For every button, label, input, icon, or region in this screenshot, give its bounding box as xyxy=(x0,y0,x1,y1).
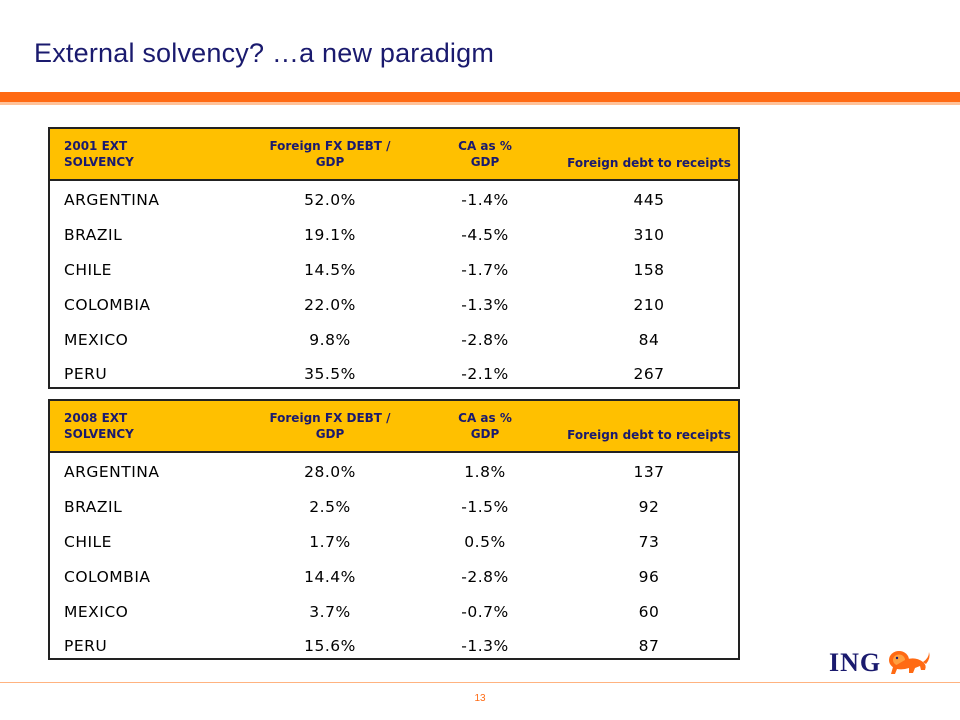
debt-receipts-cell: 96 xyxy=(638,567,660,586)
header-line: Foreign FX DEBT / xyxy=(269,411,391,425)
header-line: Foreign debt to receipts xyxy=(567,428,731,442)
table-row: BRAZIL 2.5% -1.5% 92 xyxy=(50,490,738,525)
header-cell-year: 2008 EXT SOLVENCY xyxy=(50,401,250,451)
header-line: Foreign debt to receipts xyxy=(567,156,731,170)
table-row: MEXICO 3.7% -0.7% 60 xyxy=(50,594,738,629)
header-cell-debt-receipts: Foreign debt to receipts xyxy=(560,401,738,451)
table-body: ARGENTINA 52.0% -1.4% 445 BRAZIL 19.1% -… xyxy=(50,181,738,392)
debt-receipts-cell: 137 xyxy=(633,463,665,482)
footer-rule xyxy=(0,682,960,683)
fx-debt-cell: 52.0% xyxy=(304,191,356,210)
country-cell: MEXICO xyxy=(64,330,129,349)
debt-receipts-cell: 92 xyxy=(638,498,660,517)
logo-text: ING xyxy=(829,648,882,677)
country-cell: BRAZIL xyxy=(64,226,123,245)
table-header: 2001 EXT SOLVENCY Foreign FX DEBT / GDP … xyxy=(50,129,738,181)
country-cell: PERU xyxy=(64,365,108,384)
header-cell-ca: CA as % GDP xyxy=(410,129,560,179)
table-header: 2008 EXT SOLVENCY Foreign FX DEBT / GDP … xyxy=(50,401,738,453)
debt-receipts-cell: 84 xyxy=(638,330,660,349)
country-cell: CHILE xyxy=(64,260,112,279)
fx-debt-cell: 35.5% xyxy=(304,365,356,384)
fx-debt-cell: 14.5% xyxy=(304,260,356,279)
debt-receipts-cell: 60 xyxy=(638,602,660,621)
header-line: CA as % xyxy=(458,411,512,425)
country-cell: CHILE xyxy=(64,532,112,551)
ca-cell: -2.1% xyxy=(461,365,509,384)
debt-receipts-cell: 73 xyxy=(638,532,660,551)
header-line: SOLVENCY xyxy=(64,155,134,169)
debt-receipts-cell: 87 xyxy=(638,637,660,656)
ca-cell: -1.3% xyxy=(461,637,509,656)
table-row: COLOMBIA 14.4% -2.8% 96 xyxy=(50,559,738,594)
debt-receipts-cell: 445 xyxy=(633,191,665,210)
header-cell-ca: CA as % GDP xyxy=(410,401,560,451)
header-cell-year: 2001 EXT SOLVENCY xyxy=(50,129,250,179)
lion-icon xyxy=(889,651,930,674)
ca-cell: -1.7% xyxy=(461,260,509,279)
ca-cell: -1.5% xyxy=(461,498,509,517)
ing-logo: ING xyxy=(829,646,931,680)
debt-receipts-cell: 267 xyxy=(633,365,665,384)
ca-cell: -1.3% xyxy=(461,295,509,314)
country-cell: BRAZIL xyxy=(64,498,123,517)
country-cell: ARGENTINA xyxy=(64,463,160,482)
ca-cell: -1.4% xyxy=(461,191,509,210)
header-line: 2008 EXT xyxy=(64,411,128,425)
table-row: MEXICO 9.8% -2.8% 84 xyxy=(50,322,738,357)
ca-cell: -2.8% xyxy=(461,567,509,586)
header-line: GDP xyxy=(470,155,500,169)
header-accent-bar-light xyxy=(0,102,960,105)
debt-receipts-cell: 310 xyxy=(633,226,665,245)
table-row: CHILE 1.7% 0.5% 73 xyxy=(50,525,738,560)
fx-debt-cell: 15.6% xyxy=(304,637,356,656)
fx-debt-cell: 3.7% xyxy=(309,602,351,621)
header-line: GDP xyxy=(315,427,345,441)
header-line: Foreign FX DEBT / xyxy=(269,139,391,153)
ca-cell: 0.5% xyxy=(464,532,506,551)
ca-cell: -2.8% xyxy=(461,330,509,349)
country-cell: MEXICO xyxy=(64,602,129,621)
header-cell-fx-debt: Foreign FX DEBT / GDP xyxy=(250,129,410,179)
header-line: GDP xyxy=(315,155,345,169)
header-cell-debt-receipts: Foreign debt to receipts xyxy=(560,129,738,179)
fx-debt-cell: 22.0% xyxy=(304,295,356,314)
table-row: PERU 35.5% -2.1% 267 xyxy=(50,357,738,392)
ca-cell: 1.8% xyxy=(464,463,506,482)
header-line: CA as % xyxy=(458,139,512,153)
header-line: 2001 EXT xyxy=(64,139,128,153)
ca-cell: -0.7% xyxy=(461,602,509,621)
table-row: ARGENTINA 52.0% -1.4% 445 xyxy=(50,183,738,218)
country-cell: PERU xyxy=(64,637,108,656)
table-row: PERU 15.6% -1.3% 87 xyxy=(50,629,738,664)
header-cell-fx-debt: Foreign FX DEBT / GDP xyxy=(250,401,410,451)
country-cell: ARGENTINA xyxy=(64,191,160,210)
fx-debt-cell: 14.4% xyxy=(304,567,356,586)
country-cell: COLOMBIA xyxy=(64,567,151,586)
header-line: GDP xyxy=(470,427,500,441)
table-row: ARGENTINA 28.0% 1.8% 137 xyxy=(50,455,738,490)
fx-debt-cell: 28.0% xyxy=(304,463,356,482)
table-row: CHILE 14.5% -1.7% 158 xyxy=(50,253,738,288)
ca-cell: -4.5% xyxy=(461,226,509,245)
slide-title: External solvency? …a new paradigm xyxy=(34,38,495,68)
header-line: SOLVENCY xyxy=(64,427,134,441)
table-row: BRAZIL 19.1% -4.5% 310 xyxy=(50,218,738,253)
table-body: ARGENTINA 28.0% 1.8% 137 BRAZIL 2.5% -1.… xyxy=(50,453,738,664)
fx-debt-cell: 1.7% xyxy=(309,532,351,551)
fx-debt-cell: 2.5% xyxy=(309,498,351,517)
fx-debt-cell: 9.8% xyxy=(309,330,351,349)
header-accent-bar xyxy=(0,92,960,102)
debt-receipts-cell: 210 xyxy=(633,295,665,314)
country-cell: COLOMBIA xyxy=(64,295,151,314)
debt-receipts-cell: 158 xyxy=(633,260,665,279)
page-number: 13 xyxy=(474,693,486,704)
solvency-table-2008: 2008 EXT SOLVENCY Foreign FX DEBT / GDP … xyxy=(48,399,740,660)
table-row: COLOMBIA 22.0% -1.3% 210 xyxy=(50,287,738,322)
fx-debt-cell: 19.1% xyxy=(304,226,356,245)
solvency-table-2001: 2001 EXT SOLVENCY Foreign FX DEBT / GDP … xyxy=(48,127,740,389)
